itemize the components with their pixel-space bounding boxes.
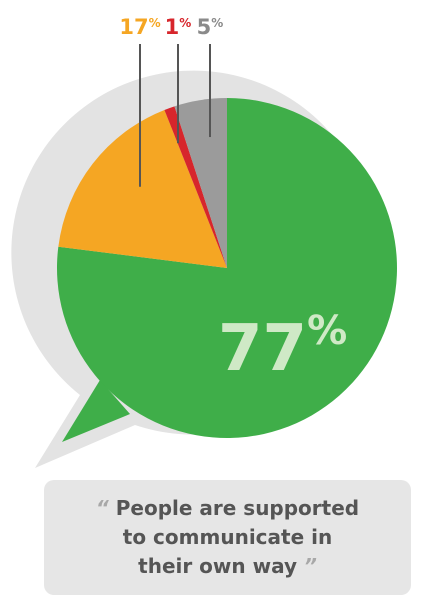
slice-label-5: 5% <box>197 15 224 39</box>
pie-slice-77 <box>57 98 398 438</box>
pie-slice-5 <box>174 98 227 268</box>
slice-label-1: 1% <box>165 15 192 39</box>
caption-statement: People are supported to communicate in t… <box>115 496 360 578</box>
caption-text: “ People are supported to communicate in… <box>93 494 363 581</box>
slice-label-17: 17% <box>119 15 160 39</box>
caption-box: “ People are supported to communicate in… <box>44 480 411 595</box>
pie-slice-17 <box>58 109 227 269</box>
open-quote: “ <box>95 496 109 520</box>
speech-bubble-tail <box>62 380 130 442</box>
pie-slice-1 <box>164 106 227 268</box>
close-quote: ” <box>303 554 317 578</box>
